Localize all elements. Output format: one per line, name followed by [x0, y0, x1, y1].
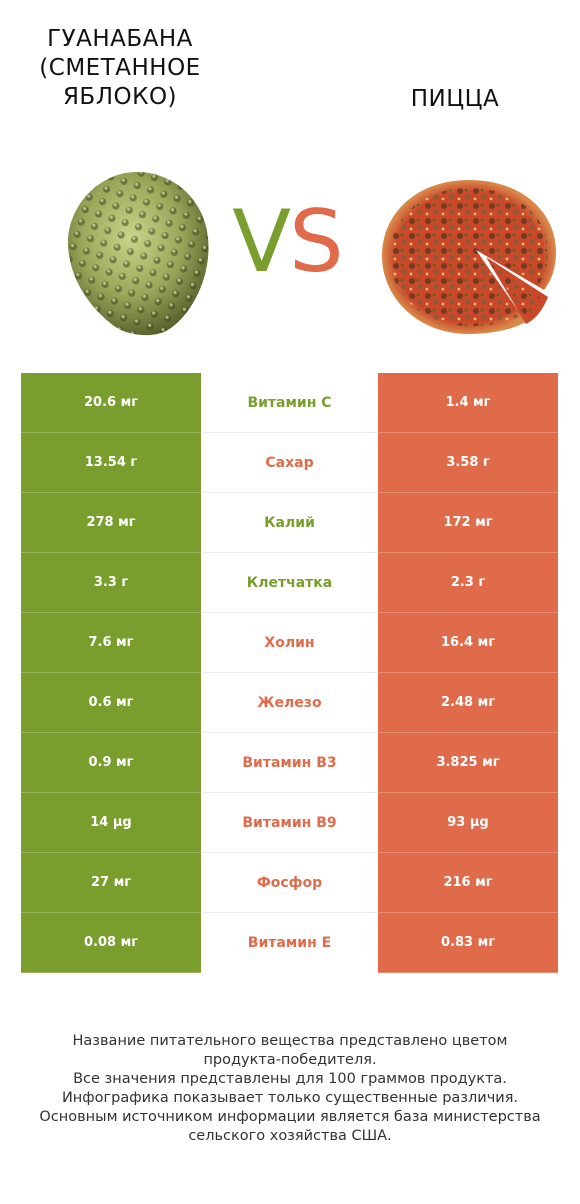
left-value: 278 мг [21, 493, 201, 553]
left-value: 0.6 мг [21, 673, 201, 733]
footer-line: Название питательного вещества представл… [72, 1033, 508, 1049]
nutrient-name: Клетчатка [201, 553, 378, 613]
right-value: 93 µg [378, 793, 558, 853]
footer-line: Все значения представлены для 100 граммо… [73, 1071, 507, 1087]
table-row: 27 мг Фосфор 216 мг [21, 853, 558, 913]
right-value: 172 мг [378, 493, 558, 553]
left-title-line: ЯБЛОКО) [62, 84, 178, 110]
table-row: 0.08 мг Витамин E 0.83 мг [21, 913, 558, 973]
right-value: 2.48 мг [378, 673, 558, 733]
left-value: 13.54 г [21, 433, 201, 493]
table-row: 278 мг Калий 172 мг [21, 493, 558, 553]
left-title-line: ГУАНАБАНА [47, 26, 193, 52]
right-value: 0.83 мг [378, 913, 558, 973]
table-row: 7.6 мг Холин 16.4 мг [21, 613, 558, 673]
nutrient-name: Железо [201, 673, 378, 733]
nutrient-name: Холин [201, 613, 378, 673]
soursop-image [67, 172, 209, 336]
right-value: 3.825 мг [378, 733, 558, 793]
table-row: 3.3 г Клетчатка 2.3 г [21, 553, 558, 613]
vs-s: S [289, 192, 344, 292]
footer-line: продукта-победителя. [203, 1052, 377, 1068]
table-row: 0.9 мг Витамин B3 3.825 мг [21, 733, 558, 793]
nutrient-name: Калий [201, 493, 378, 553]
right-value: 16.4 мг [378, 613, 558, 673]
nutrient-name: Витамин E [201, 913, 378, 973]
footer-line: Основным источником информации является … [39, 1109, 541, 1125]
nutrient-name: Витамин B3 [201, 733, 378, 793]
nutrient-name: Фосфор [201, 853, 378, 913]
pizza-image [382, 180, 556, 334]
right-food-title: ПИЦЦА [355, 85, 555, 114]
right-value: 216 мг [378, 853, 558, 913]
footer-note: Название питательного вещества представл… [20, 1032, 560, 1146]
nutrient-name: Сахар [201, 433, 378, 493]
table-row: 13.54 г Сахар 3.58 г [21, 433, 558, 493]
left-value: 3.3 г [21, 553, 201, 613]
left-value: 7.6 мг [21, 613, 201, 673]
nutrient-name: Витамин B9 [201, 793, 378, 853]
left-food-title: ГУАНАБАНА (СМЕТАННОЕ ЯБЛОКО) [20, 25, 220, 112]
left-value: 0.9 мг [21, 733, 201, 793]
left-value: 14 µg [21, 793, 201, 853]
footer-line: Инфографика показывает только существенн… [61, 1090, 519, 1106]
table-row: 14 µg Витамин B9 93 µg [21, 793, 558, 853]
left-title-line: (СМЕТАННОЕ [39, 55, 201, 81]
comparison-table: 20.6 мг Витамин C 1.4 мг 13.54 г Сахар 3… [21, 373, 558, 973]
right-title-line: ПИЦЦА [410, 86, 500, 112]
left-value: 0.08 мг [21, 913, 201, 973]
vs-v: V [232, 192, 291, 292]
right-value: 2.3 г [378, 553, 558, 613]
left-value: 27 мг [21, 853, 201, 913]
table-row: 0.6 мг Железо 2.48 мг [21, 673, 558, 733]
right-value: 1.4 мг [378, 373, 558, 433]
nutrient-name: Витамин C [201, 373, 378, 433]
table-row: 20.6 мг Витамин C 1.4 мг [21, 373, 558, 433]
right-value: 3.58 г [378, 433, 558, 493]
left-value: 20.6 мг [21, 373, 201, 433]
footer-line: сельского хозяйства США. [188, 1128, 392, 1144]
